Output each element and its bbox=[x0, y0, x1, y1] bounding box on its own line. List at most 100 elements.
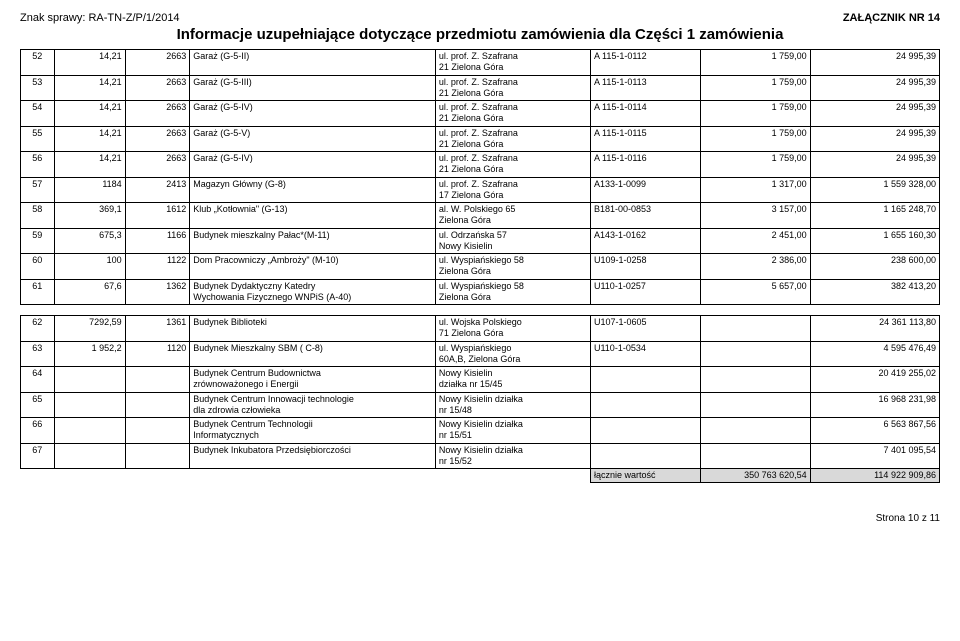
cell-a: 675,3 bbox=[54, 228, 125, 254]
cell-v1: 1 317,00 bbox=[700, 177, 810, 203]
cell-n: 62 bbox=[21, 316, 55, 342]
table-row: 64Budynek Centrum Budownictwazrównoważon… bbox=[21, 367, 940, 393]
cell-desc: Budynek Biblioteki bbox=[190, 316, 436, 342]
cell-b bbox=[125, 418, 190, 444]
table-row: 59675,31166Budynek mieszkalny Pałac*(M-1… bbox=[21, 228, 940, 254]
cell-n: 63 bbox=[21, 341, 55, 367]
cell-code: A 115-1-0114 bbox=[590, 101, 700, 127]
cell-b: 2663 bbox=[125, 50, 190, 76]
cell-b: 2663 bbox=[125, 126, 190, 152]
cell-desc: Klub „Kotłownia" (G-13) bbox=[190, 203, 436, 229]
cell-b: 1120 bbox=[125, 341, 190, 367]
cell-v2: 24 995,39 bbox=[810, 75, 939, 101]
cell-a: 100 bbox=[54, 254, 125, 280]
cell-v1: 1 759,00 bbox=[700, 50, 810, 76]
cell-v1 bbox=[700, 418, 810, 444]
main-table-1: 5214,212663Garaż (G-5-II)ul. prof. Z. Sz… bbox=[20, 49, 940, 305]
cell-code: B181-00-0853 bbox=[590, 203, 700, 229]
cell-addr: ul. prof. Z. Szafrana21 Zielona Góra bbox=[435, 126, 590, 152]
cell-a: 369,1 bbox=[54, 203, 125, 229]
cell-code: A133-1-0099 bbox=[590, 177, 700, 203]
cell-code: U110-1-0257 bbox=[590, 279, 700, 305]
cell-v1: 3 157,00 bbox=[700, 203, 810, 229]
cell-desc: Garaż (G-5-IV) bbox=[190, 152, 436, 178]
cell-n: 61 bbox=[21, 279, 55, 305]
cell-n: 56 bbox=[21, 152, 55, 178]
cell-addr: Nowy Kisielindziałka nr 15/45 bbox=[435, 367, 590, 393]
cell-b: 1362 bbox=[125, 279, 190, 305]
table-row: 5514,212663Garaż (G-5-V)ul. prof. Z. Sza… bbox=[21, 126, 940, 152]
cell-addr: ul. prof. Z. Szafrana21 Zielona Góra bbox=[435, 75, 590, 101]
cell-v2: 1 559 328,00 bbox=[810, 177, 939, 203]
table-row: 58369,11612Klub „Kotłownia" (G-13)al. W.… bbox=[21, 203, 940, 229]
cell-v2: 1 655 160,30 bbox=[810, 228, 939, 254]
cell-code: U109-1-0258 bbox=[590, 254, 700, 280]
cell-b: 2663 bbox=[125, 75, 190, 101]
cell-desc: Budynek Centrum Innowacji technologiedla… bbox=[190, 392, 436, 418]
cell-v2: 6 563 867,56 bbox=[810, 418, 939, 444]
cell-v1: 1 759,00 bbox=[700, 101, 810, 127]
cell-code: U110-1-0534 bbox=[590, 341, 700, 367]
cell-code: U107-1-0605 bbox=[590, 316, 700, 342]
cell-a: 14,21 bbox=[54, 75, 125, 101]
cell-code: A 115-1-0112 bbox=[590, 50, 700, 76]
cell-b: 2413 bbox=[125, 177, 190, 203]
cell-v1 bbox=[700, 367, 810, 393]
cell-v2: 20 419 255,02 bbox=[810, 367, 939, 393]
cell-addr: Nowy Kisielin działkanr 15/48 bbox=[435, 392, 590, 418]
cell-a: 67,6 bbox=[54, 279, 125, 305]
table-row: 66Budynek Centrum TechnologiiInformatycz… bbox=[21, 418, 940, 444]
cell-n: 54 bbox=[21, 101, 55, 127]
cell-desc: Budynek Inkubatora Przedsiębiorczości bbox=[190, 443, 436, 469]
cell-v1 bbox=[700, 316, 810, 342]
table-row: 5214,212663Garaż (G-5-II)ul. prof. Z. Sz… bbox=[21, 50, 940, 76]
table-row: 5314,212663Garaż (G-5-III)ul. prof. Z. S… bbox=[21, 75, 940, 101]
cell-b bbox=[125, 367, 190, 393]
cell-code bbox=[590, 367, 700, 393]
attachment-label: ZAŁĄCZNIK NR 14 bbox=[843, 12, 940, 24]
cell-v1: 2 451,00 bbox=[700, 228, 810, 254]
cell-b: 2663 bbox=[125, 101, 190, 127]
cell-v2: 24 995,39 bbox=[810, 126, 939, 152]
cell-a: 14,21 bbox=[54, 126, 125, 152]
cell-n: 57 bbox=[21, 177, 55, 203]
table-row: 601001122Dom Pracowniczy „Ambroży" (M-10… bbox=[21, 254, 940, 280]
cell-n: 52 bbox=[21, 50, 55, 76]
cell-b: 1166 bbox=[125, 228, 190, 254]
table-row: 67Budynek Inkubatora PrzedsiębiorczościN… bbox=[21, 443, 940, 469]
cell-n: 59 bbox=[21, 228, 55, 254]
cell-v2: 7 401 095,54 bbox=[810, 443, 939, 469]
cell-b: 1612 bbox=[125, 203, 190, 229]
page-title: Informacje uzupełniające dotyczące przed… bbox=[20, 26, 940, 43]
cell-b: 1122 bbox=[125, 254, 190, 280]
cell-code: A143-1-0162 bbox=[590, 228, 700, 254]
cell-v2: 4 595 476,49 bbox=[810, 341, 939, 367]
cell-desc: Garaż (G-5-IV) bbox=[190, 101, 436, 127]
total-label: łącznie wartość bbox=[590, 469, 700, 483]
cell-v1: 1 759,00 bbox=[700, 126, 810, 152]
cell-n: 58 bbox=[21, 203, 55, 229]
cell-desc: Budynek Centrum TechnologiiInformatyczny… bbox=[190, 418, 436, 444]
cell-b: 2663 bbox=[125, 152, 190, 178]
table-row: 5614,212663Garaż (G-5-IV)ul. prof. Z. Sz… bbox=[21, 152, 940, 178]
cell-a bbox=[54, 392, 125, 418]
main-table-2: 627292,591361Budynek Bibliotekiul. Wojsk… bbox=[20, 315, 940, 483]
cell-addr: ul. Wyspiańskiego 58Zielona Góra bbox=[435, 254, 590, 280]
cell-b: 1361 bbox=[125, 316, 190, 342]
cell-b bbox=[125, 392, 190, 418]
page-header: Znak sprawy: RA-TN-Z/P/1/2014 ZAŁĄCZNIK … bbox=[20, 12, 940, 24]
cell-a bbox=[54, 443, 125, 469]
cell-code bbox=[590, 443, 700, 469]
table-row: 65Budynek Centrum Innowacji technologied… bbox=[21, 392, 940, 418]
table-row: 5414,212663Garaż (G-5-IV)ul. prof. Z. Sz… bbox=[21, 101, 940, 127]
cell-a: 1184 bbox=[54, 177, 125, 203]
cell-v1: 5 657,00 bbox=[700, 279, 810, 305]
cell-a: 14,21 bbox=[54, 50, 125, 76]
cell-v2: 24 995,39 bbox=[810, 50, 939, 76]
cell-n: 60 bbox=[21, 254, 55, 280]
cell-n: 67 bbox=[21, 443, 55, 469]
cell-v1: 1 759,00 bbox=[700, 152, 810, 178]
cell-v1: 1 759,00 bbox=[700, 75, 810, 101]
cell-addr: ul. Odrzańska 57Nowy Kisielin bbox=[435, 228, 590, 254]
cell-a: 14,21 bbox=[54, 101, 125, 127]
